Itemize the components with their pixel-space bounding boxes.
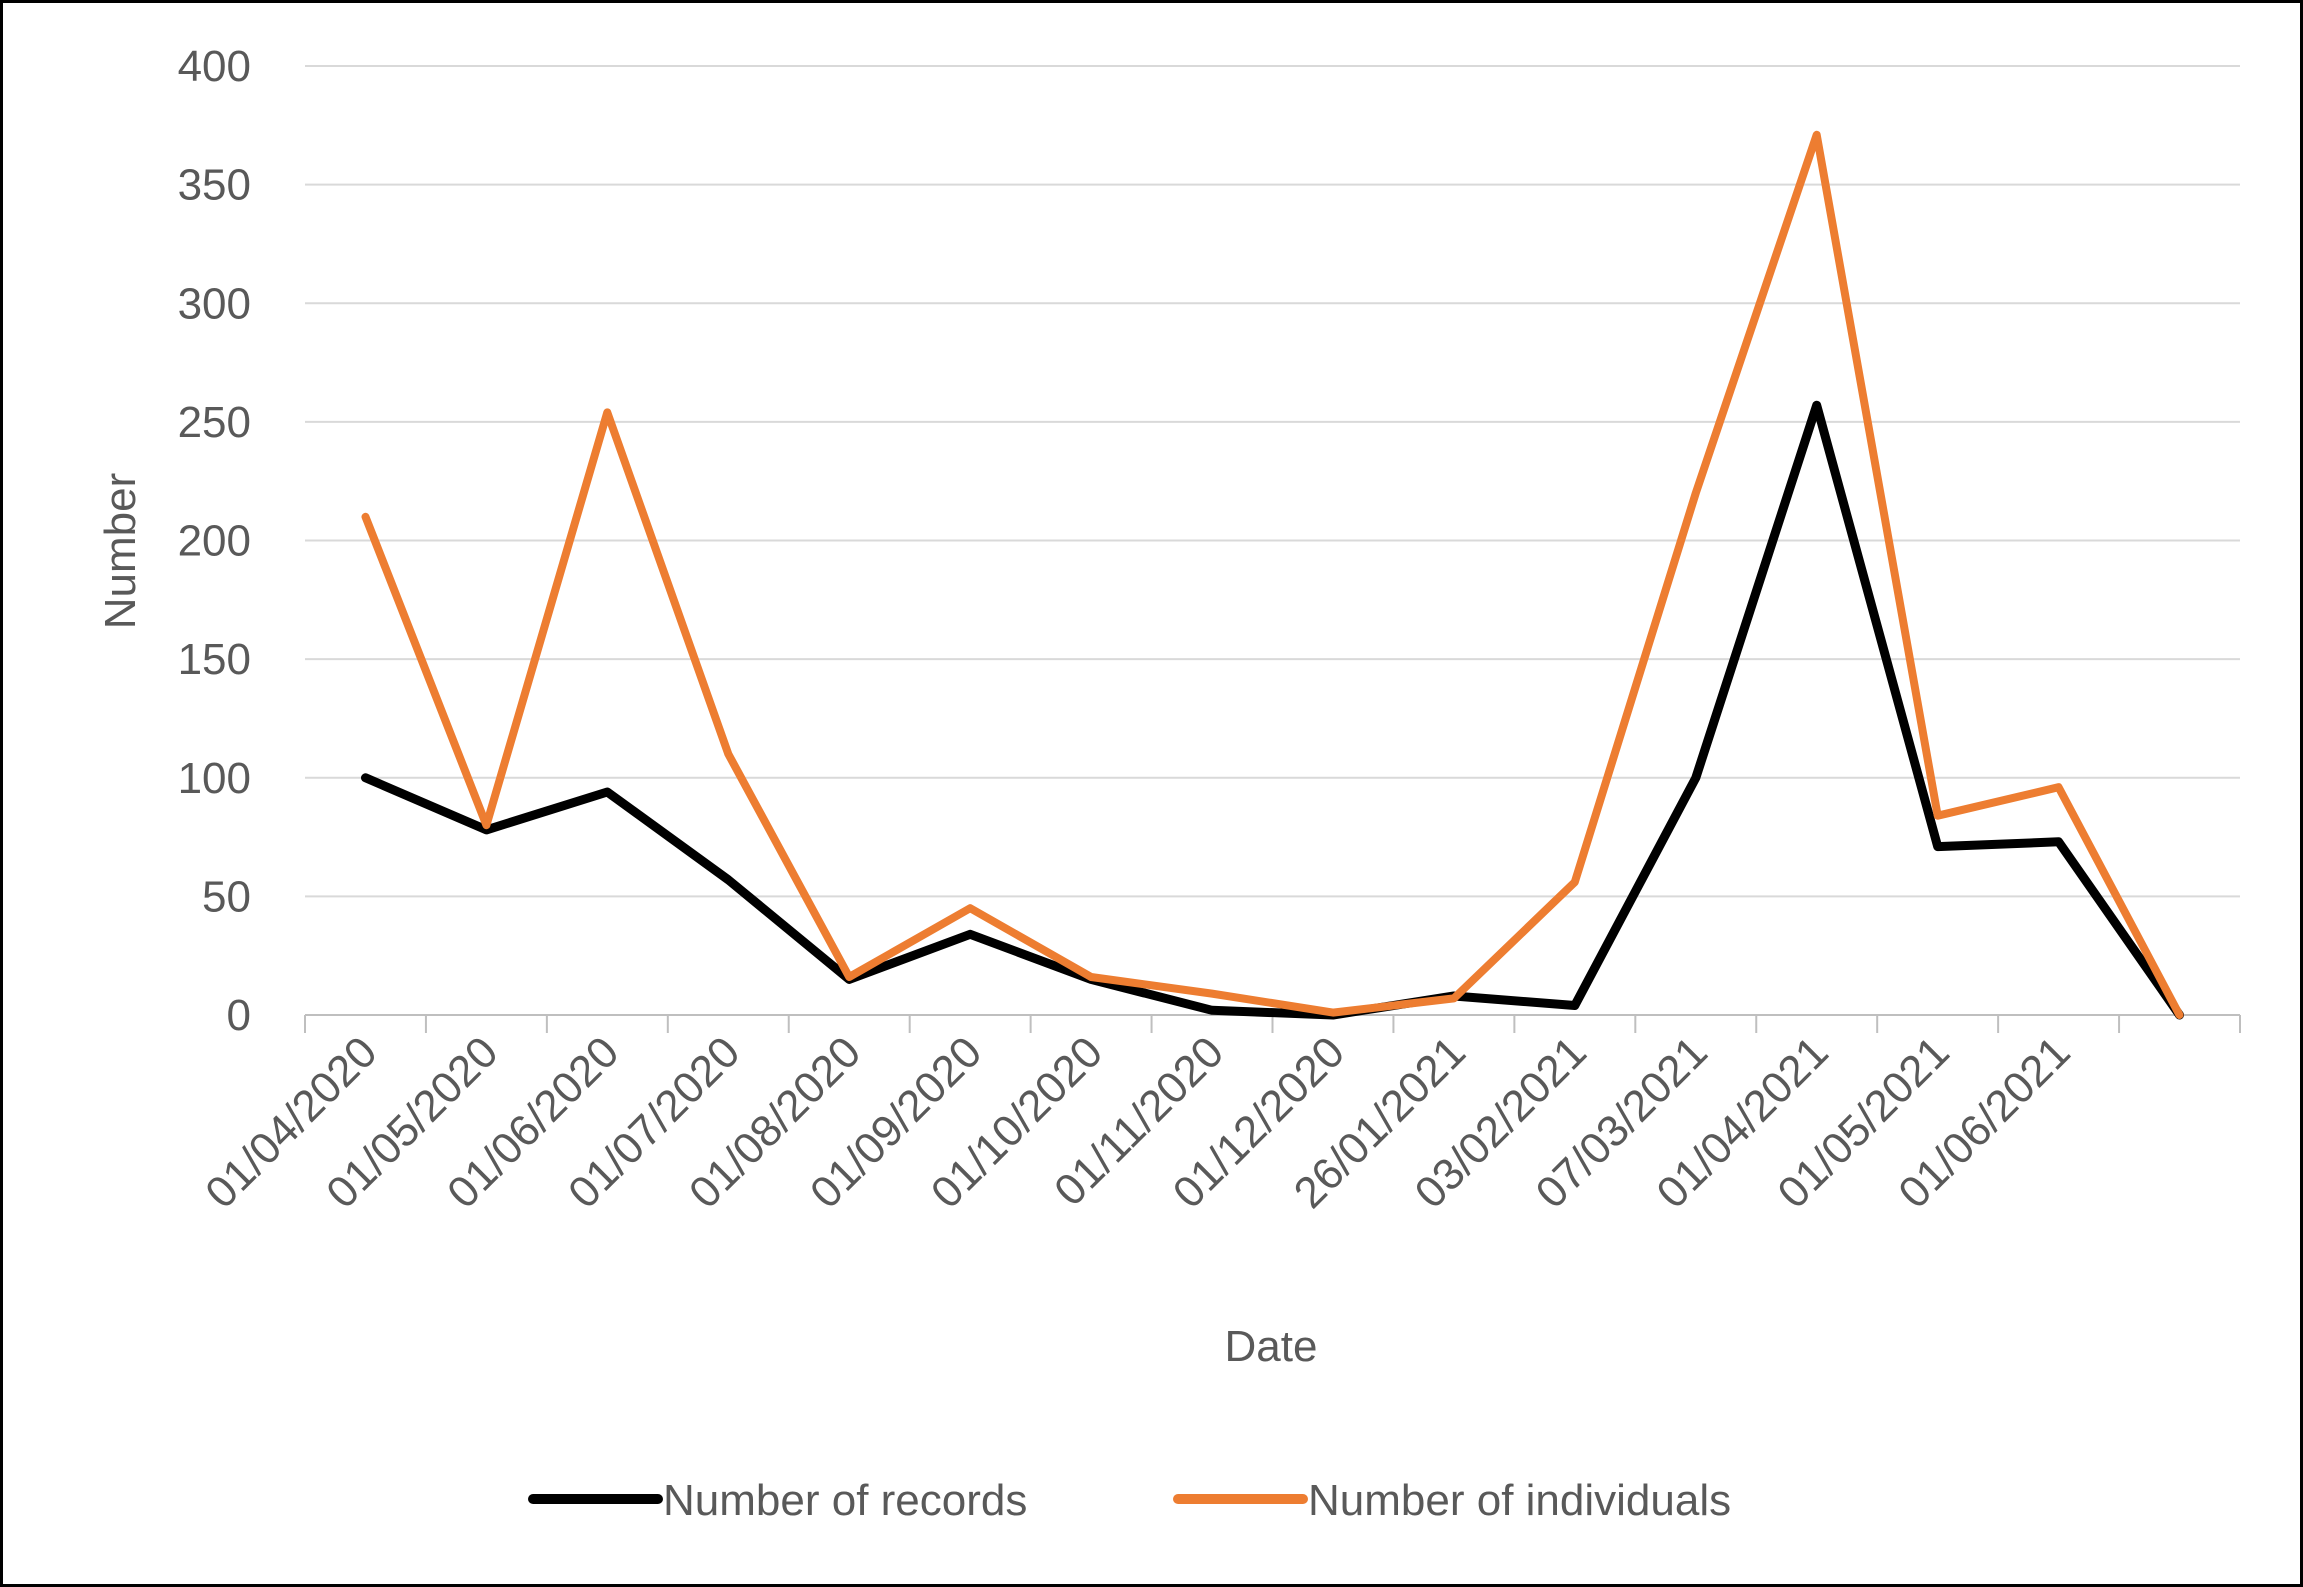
data-point-1-3 [727, 753, 729, 755]
data-point-0-7 [1211, 1009, 1213, 1011]
data-point-0-2 [606, 791, 608, 793]
data-point-1-1 [485, 824, 487, 826]
legend-label-records: Number of records [663, 1476, 1027, 1525]
data-point-1-14 [2058, 786, 2060, 788]
gridlines [305, 65, 2240, 898]
data-point-0-11 [1695, 777, 1697, 779]
y-tick-label-350: 350 [178, 161, 251, 210]
line-chart: 0 50 100 150 200 250 300 350 400 01/04/202001/05… [96, 42, 2241, 1525]
y-tick-label-50: 50 [202, 872, 251, 921]
data-point-0-1 [485, 829, 487, 831]
x-axis: 01/04/202001/05/202001/06/202001/07/2020… [196, 1014, 2241, 1218]
series-line-0 [361, 400, 2184, 1020]
legend-label-individuals: Number of individuals [1308, 1476, 1731, 1525]
data-point-0-14 [2058, 841, 2060, 843]
y-tick-label-150: 150 [178, 635, 251, 684]
data-point-1-7 [1211, 993, 1213, 995]
data-point-0-10 [1574, 1005, 1576, 1007]
y-tick-label-250: 250 [178, 398, 251, 447]
data-point-0-5 [969, 933, 971, 935]
series-line-1 [361, 130, 2184, 1019]
y-tick-label-400: 400 [178, 42, 251, 91]
y-tick-label-100: 100 [178, 754, 251, 803]
y-tick-label-200: 200 [178, 517, 251, 566]
data-point-1-6 [1090, 976, 1092, 978]
y-tick-label-300: 300 [178, 279, 251, 328]
data-point-1-10 [1574, 881, 1576, 883]
data-point-1-2 [606, 411, 608, 413]
data-point-1-0 [364, 516, 366, 518]
y-axis-ticks: 0 50 100 150 200 250 300 350 400 [178, 42, 251, 1040]
data-point-1-9 [1453, 997, 1455, 999]
data-point-1-11 [1695, 492, 1697, 494]
y-axis-title: Number [96, 473, 145, 630]
data-point-0-12 [1816, 404, 1818, 406]
data-point-1-12 [1816, 134, 1818, 136]
data-point-0-0 [364, 777, 366, 779]
data-point-1-5 [969, 907, 971, 909]
data-point-1-8 [1332, 1012, 1334, 1014]
y-tick-label-0: 0 [227, 991, 251, 1040]
data-point-0-3 [727, 879, 729, 881]
series-lines [361, 130, 2184, 1020]
data-point-1-13 [1937, 815, 1939, 817]
x-axis-title: Date [1225, 1322, 1318, 1371]
data-point-1-4 [848, 976, 850, 978]
legend: Number of records Number of individuals [528, 1476, 1731, 1525]
data-point-1-15 [2179, 1014, 2181, 1016]
data-point-0-13 [1937, 846, 1939, 848]
